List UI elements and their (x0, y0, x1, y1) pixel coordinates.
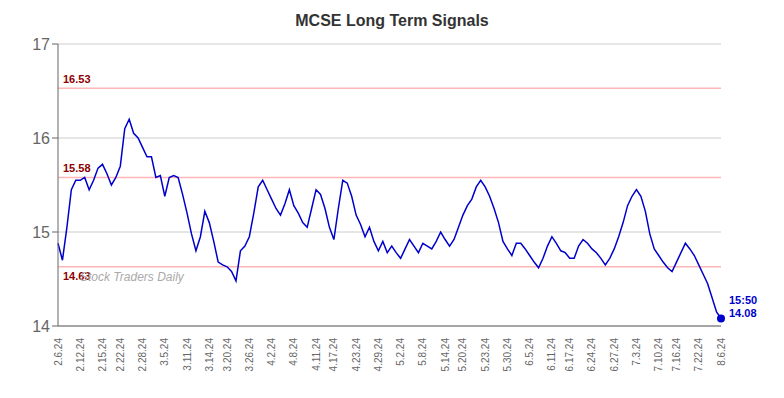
svg-text:5.14.24: 5.14.24 (440, 338, 451, 372)
svg-text:7.16.24: 7.16.24 (671, 338, 682, 372)
svg-text:2.28.24: 2.28.24 (137, 338, 148, 372)
svg-text:6.5.24: 6.5.24 (524, 338, 535, 366)
svg-text:8.6.24: 8.6.24 (716, 338, 727, 366)
svg-text:2.6.24: 2.6.24 (53, 338, 64, 366)
svg-text:4.11.24: 4.11.24 (311, 338, 322, 371)
svg-text:5.2.24: 5.2.24 (395, 338, 406, 366)
svg-text:7.22.24: 7.22.24 (693, 338, 704, 372)
svg-text:15.58: 15.58 (63, 162, 91, 174)
svg-text:3.26.24: 3.26.24 (244, 338, 255, 372)
svg-text:2.22.24: 2.22.24 (115, 338, 126, 372)
svg-text:5.23.24: 5.23.24 (480, 338, 491, 372)
svg-text:4.23.24: 4.23.24 (351, 338, 362, 372)
svg-text:7.3.24: 7.3.24 (631, 338, 642, 366)
svg-text:6.24.24: 6.24.24 (586, 338, 597, 372)
svg-text:17: 17 (32, 36, 50, 53)
svg-text:7.10.24: 7.10.24 (653, 338, 664, 372)
svg-text:14: 14 (32, 318, 50, 335)
svg-text:5.20.24: 5.20.24 (457, 338, 468, 372)
svg-text:15:5014.08: 15:5014.08 (729, 294, 757, 319)
svg-text:2.15.24: 2.15.24 (97, 338, 108, 372)
svg-text:6.11.24: 6.11.24 (546, 338, 557, 371)
svg-text:15: 15 (32, 224, 50, 241)
svg-text:2.12.24: 2.12.24 (75, 338, 86, 372)
svg-text:5.30.24: 5.30.24 (502, 338, 513, 372)
svg-text:16.53: 16.53 (63, 73, 91, 85)
svg-text:3.5.24: 3.5.24 (159, 338, 170, 366)
svg-text:3.11.24: 3.11.24 (182, 338, 193, 371)
svg-text:16: 16 (32, 130, 50, 147)
svg-text:4.17.24: 4.17.24 (328, 338, 339, 372)
svg-text:4.8.24: 4.8.24 (288, 338, 299, 366)
svg-text:3.14.24: 3.14.24 (204, 338, 215, 372)
svg-text:4.2.24: 4.2.24 (266, 338, 277, 366)
svg-text:6.17.24: 6.17.24 (564, 338, 575, 372)
svg-text:6.27.24: 6.27.24 (609, 338, 620, 372)
svg-text:5.8.24: 5.8.24 (417, 338, 428, 366)
svg-text:4.29.24: 4.29.24 (373, 338, 384, 372)
svg-text:3.20.24: 3.20.24 (222, 338, 233, 372)
svg-text:14.63: 14.63 (63, 270, 91, 282)
